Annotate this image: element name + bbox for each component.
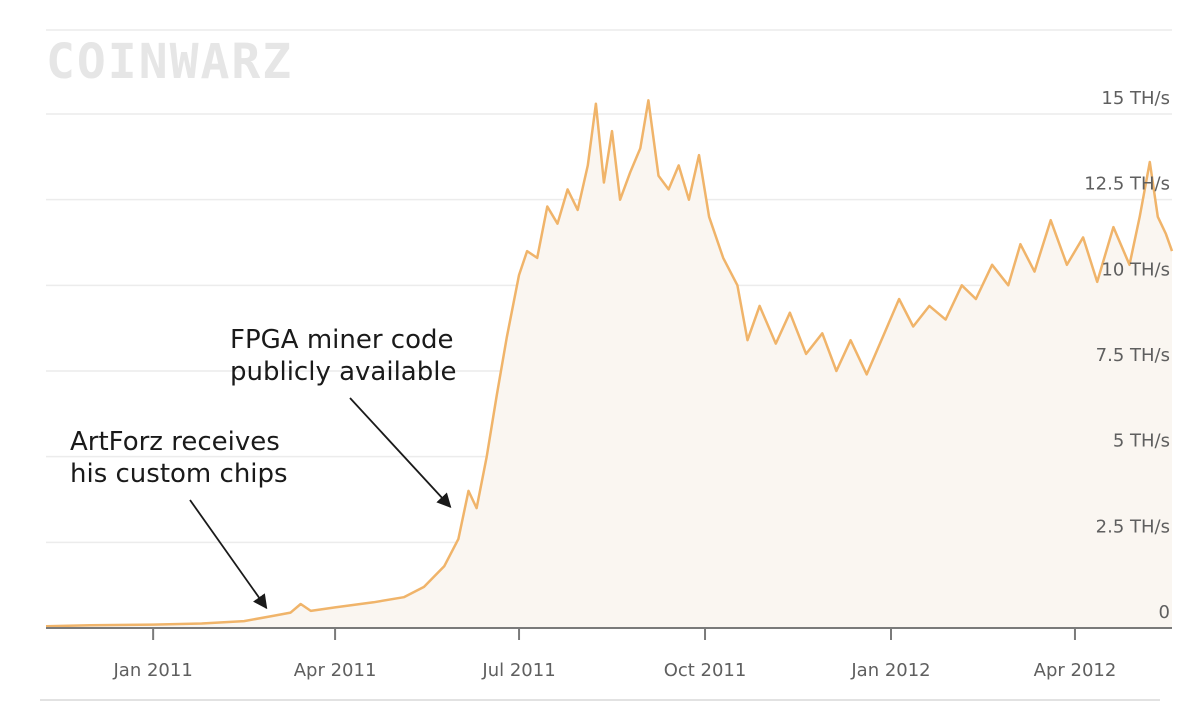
x-tick-label: Oct 2011 xyxy=(664,660,747,681)
hashrate-area xyxy=(46,100,1172,629)
y-tick-label: 5 TH/s xyxy=(1113,431,1170,452)
annotation-text: FPGA miner code xyxy=(230,325,454,355)
y-tick-label: 10 TH/s xyxy=(1101,259,1170,280)
x-tick-label: Apr 2011 xyxy=(294,660,377,681)
axes xyxy=(40,627,1172,701)
x-tick-labels: Jan 2011 Apr 2011 Jul 2011 Oct 2011 Jan 2012… xyxy=(113,660,1117,681)
annotation-arrow xyxy=(189,499,268,610)
x-tick-label: Apr 2012 xyxy=(1034,660,1117,681)
annotation-text: his custom chips xyxy=(70,459,288,489)
x-tick-label: Jan 2011 xyxy=(113,660,193,681)
x-tick-label: Jul 2011 xyxy=(481,660,555,681)
y-tick-label: 0 xyxy=(1159,602,1170,623)
hashrate-line xyxy=(45,99,1174,628)
annotation-text: ArtForz receives xyxy=(70,427,280,457)
y-tick-label: 15 TH/s xyxy=(1101,88,1170,109)
annotation-text: publicly available xyxy=(230,357,456,387)
y-tick-label: 12.5 TH/s xyxy=(1084,174,1170,195)
coinwarz-watermark: COINWARZ xyxy=(46,34,293,90)
y-tick-label: 2.5 TH/s xyxy=(1096,516,1170,537)
x-tick-label: Jan 2012 xyxy=(850,660,930,681)
y-tick-label: 7.5 TH/s xyxy=(1096,345,1170,366)
y-tick-labels: 0 2.5 TH/s 5 TH/s 7.5 TH/s 10 TH/s 12.5 TH/s 1… xyxy=(1084,88,1170,623)
annotation-arrow xyxy=(349,397,452,508)
